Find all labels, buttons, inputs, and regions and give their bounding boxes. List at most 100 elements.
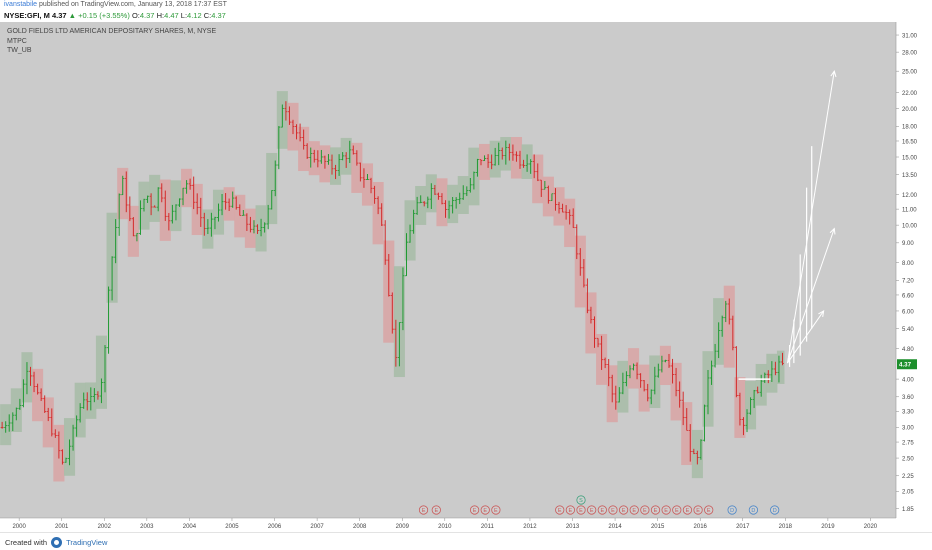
marker-label: D [751,508,755,514]
low-label: L: [180,11,188,20]
y-tick-label: 2.75 [902,440,914,446]
marker-label: E [494,508,498,514]
earnings-marker [629,505,639,515]
earnings-marker [650,505,661,515]
zone-box [478,143,491,180]
y-tick-label: 28.00 [902,50,918,56]
zone-box [659,345,671,386]
x-tick-label: 2013 [566,524,580,530]
zone-box [266,152,278,225]
high-value: 4.47 [164,11,179,20]
open-label: O: [131,11,140,20]
earnings-marker [704,505,714,515]
earnings-marker [480,505,490,515]
earnings-marker [576,505,586,515]
earnings-marker [661,505,671,515]
zone-box [723,285,735,368]
earnings-marker [431,505,441,515]
zone-box [149,174,161,222]
tradingview-brand-link[interactable]: TradingView [66,538,108,547]
y-tick-label: 16.50 [902,139,918,145]
marker-label: E [686,508,690,514]
x-tick-label: 2020 [864,524,878,530]
chart-area[interactable]: 31.00 28.00 25.00 22.00 20.00 18.00 16.50 15.00… [0,22,932,532]
x-tick-label: 2019 [821,524,835,530]
y-tick-label: 2.05 [902,490,914,496]
marker-label: S [579,498,583,504]
y-tick-label: 6.00 [902,309,914,315]
price-change: ▲ +0.15 (+3.55%) [68,11,130,20]
low-value: 4.12 [187,11,202,20]
created-with: Created with TradingView [5,537,107,548]
zone-box [234,194,246,238]
marker-label: E [707,508,711,514]
arrow-head [829,227,836,235]
arrow-head [818,310,825,317]
close-value: 4.37 [211,11,226,20]
marker-label: E [611,508,615,514]
created-with-text: Created with [5,538,48,547]
series-title: GOLD FIELDS LTD AMERICAN DEPOSITARY SHAR… [7,28,217,35]
dividend-marker [748,505,759,515]
marker-label: E [590,508,594,514]
study-mtpc[interactable]: MTPC [7,38,27,45]
y-tick-label: 4.00 [902,377,914,383]
earnings-marker [672,505,682,515]
time-axis-panel [0,518,896,532]
projection-arrow [786,71,835,364]
zone-box [32,368,44,422]
earnings-marker [470,505,480,515]
y-tick-label: 1.85 [902,507,914,513]
x-tick-label: 2018 [779,524,793,530]
y-tick-label: 12.00 [902,193,918,199]
zone-box [95,335,107,409]
last-price-tag [897,359,917,370]
author-link[interactable]: ivanstabile [4,1,38,8]
x-tick-label: 2008 [353,524,367,530]
study-tw-ub[interactable]: TW_UB [7,47,32,54]
dividend-marker [770,505,780,515]
earnings-marker [597,505,607,515]
marker-label: E [675,508,679,514]
y-tick-label: 9.00 [902,241,914,247]
last-price: 4.37 [51,11,67,20]
y-tick-label: 5.40 [902,327,914,333]
y-tick-label: 8.00 [902,261,914,267]
x-tick-label: 2002 [98,524,112,530]
projection-arrow [786,228,835,364]
earnings-marker [682,505,693,515]
zone-box [681,402,693,466]
x-tick-label: 2001 [55,524,69,530]
x-tick-label: 2009 [396,524,410,530]
marker-label: E [483,508,487,514]
marker-label: E [422,508,426,514]
x-tick-label: 2003 [140,524,154,530]
earnings-marker [555,505,565,515]
y-tick-label: 7.20 [902,279,914,285]
zone-box [361,163,374,206]
dividend-marker [727,505,737,515]
tradingview-logo-icon [51,537,63,548]
zone-box [42,397,54,448]
earnings-marker [693,505,703,515]
y-tick-label: 3.60 [902,395,914,401]
y-tick-label: 15.00 [902,155,918,161]
earnings-marker [640,505,650,515]
y-tick-label: 25.00 [902,69,918,75]
earnings-marker [565,505,575,515]
earnings-marker [491,505,501,515]
y-tick-label: 20.00 [902,107,918,113]
open-value: 4.37 [139,11,155,20]
price-chart[interactable]: 31.00 28.00 25.00 22.00 20.00 18.00 16.50 15.00… [0,22,932,532]
footer-bar: Created with TradingView [0,532,932,550]
x-tick-label: 2011 [481,524,495,530]
ohlc-readout: NYSE:GFI, M 4.37 ▲ +0.15 (+3.55%) O:4.37… [4,11,226,20]
marker-label: E [600,508,604,514]
marker-label: E [473,508,477,514]
zone-box [415,186,427,225]
x-tick-label: 2016 [694,524,708,530]
x-tick-label: 2015 [651,524,665,530]
marker-label: E [434,508,438,514]
y-tick-label: 10.00 [902,223,918,229]
marker-label: E [569,508,573,514]
